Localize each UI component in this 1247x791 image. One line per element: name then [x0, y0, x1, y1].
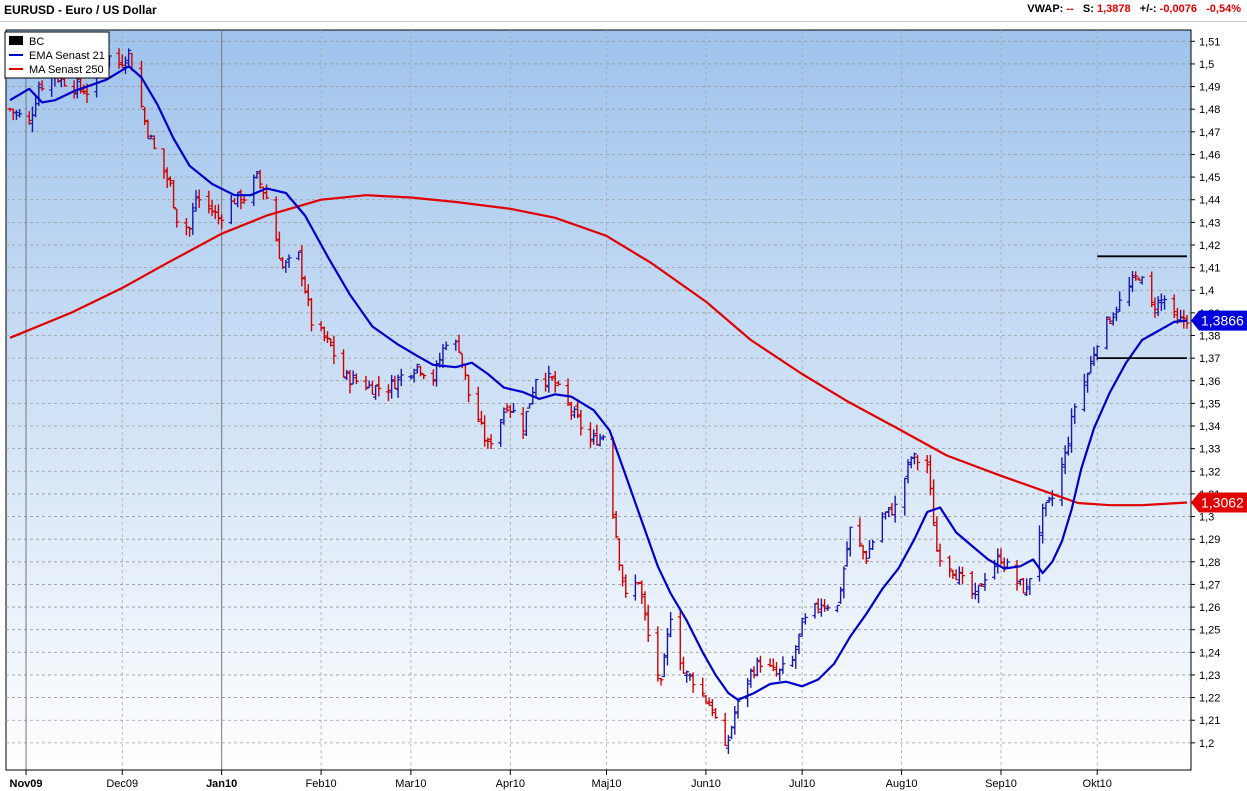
y-tick-label: 1,38 [1199, 331, 1220, 343]
x-tick-label: Mar10 [395, 778, 426, 790]
x-tick-label: Dec09 [106, 778, 138, 790]
y-tick-label: 1,23 [1199, 670, 1220, 682]
change-label: +/-: [1139, 3, 1157, 15]
quote-line: VWAP: -- S: 1,3878 +/-: -0,0076 -0,54% [1027, 3, 1241, 15]
chart-title: EURUSD - Euro / US Dollar [4, 3, 157, 17]
title-bar: EURUSD - Euro / US Dollar VWAP: -- S: 1,… [0, 0, 1247, 22]
change-value: -0,0076 [1159, 3, 1197, 15]
x-tick-label: Jul10 [789, 778, 815, 790]
y-tick-label: 1,37 [1199, 353, 1220, 365]
change-percent: -0,54% [1206, 3, 1241, 15]
x-tick-label: Okt10 [1083, 778, 1112, 790]
legend-swatch [9, 36, 23, 45]
y-tick-label: 1,48 [1199, 104, 1220, 116]
x-tick-label: Jan10 [206, 778, 237, 790]
ema21-line [9, 65, 1188, 701]
price-tags: 1,3866 1,3062 [1191, 310, 1247, 513]
vwap-value: -- [1066, 3, 1074, 15]
x-tick-label: Jun10 [691, 778, 721, 790]
y-tick-label: 1,43 [1199, 217, 1220, 229]
price-tag-label: 1,3062 [1201, 495, 1244, 511]
y-tick-label: 1,35 [1199, 398, 1220, 410]
vwap-label: VWAP: [1027, 3, 1064, 15]
y-tick-label: 1,29 [1199, 534, 1220, 546]
y-tick-label: 1,46 [1199, 149, 1220, 161]
y-tick-label: 1,33 [1199, 444, 1220, 456]
indicator-lines [9, 65, 1188, 701]
y-tick-label: 1,34 [1199, 421, 1220, 433]
legend-label: MA Senast 250 [29, 64, 104, 76]
y-tick-label: 1,45 [1199, 172, 1220, 184]
x-tick-label: Aug10 [886, 778, 918, 790]
y-tick-label: 1,27 [1199, 579, 1220, 591]
x-tick-label: Apr10 [496, 778, 525, 790]
legend-label: EMA Senast 21 [29, 50, 105, 62]
y-tick-label: 1,21 [1199, 715, 1220, 727]
grid-lines [6, 30, 1191, 770]
y-tick-label: 1,51 [1199, 36, 1220, 48]
y-tick-label: 1,3 [1199, 512, 1214, 524]
y-tick-label: 1,22 [1199, 693, 1220, 705]
y-tick-label: 1,28 [1199, 557, 1220, 569]
y-tick-label: 1,5 [1199, 59, 1214, 71]
y-tick-label: 1,36 [1199, 376, 1220, 388]
y-tick-label: 1,4 [1199, 285, 1214, 297]
plot-background [5, 29, 1192, 771]
y-tick-label: 1,49 [1199, 82, 1220, 94]
y-tick-label: 1,2 [1199, 738, 1214, 750]
y-tick-label: 1,42 [1199, 240, 1220, 252]
y-tick-label: 1,26 [1199, 602, 1220, 614]
price-tag-label: 1,3866 [1201, 313, 1244, 329]
y-tick-label: 1,24 [1199, 647, 1220, 659]
x-tick-label: Nov09 [10, 778, 43, 790]
s-value: 1,3878 [1096, 3, 1131, 15]
y-tick-label: 1,41 [1199, 263, 1220, 275]
price-bars [7, 48, 1190, 754]
y-tick-label: 1,47 [1199, 127, 1220, 139]
legend: BC EMA Senast 21 MA Senast 250 [4, 31, 110, 79]
x-tick-label: Maj10 [592, 778, 622, 790]
x-tick-label: Feb10 [305, 778, 336, 790]
y-tick-label: 1,25 [1199, 625, 1220, 637]
price-tag-box [1191, 492, 1247, 513]
legend-label: BC [29, 36, 44, 48]
s-label: S: [1082, 3, 1094, 15]
price-tag-box [1191, 310, 1247, 331]
y-tick-label: 1,44 [1199, 195, 1220, 207]
x-tick-label: Sep10 [985, 778, 1017, 790]
y-tick-label: 1,32 [1199, 466, 1220, 478]
ma250-line [9, 194, 1188, 507]
